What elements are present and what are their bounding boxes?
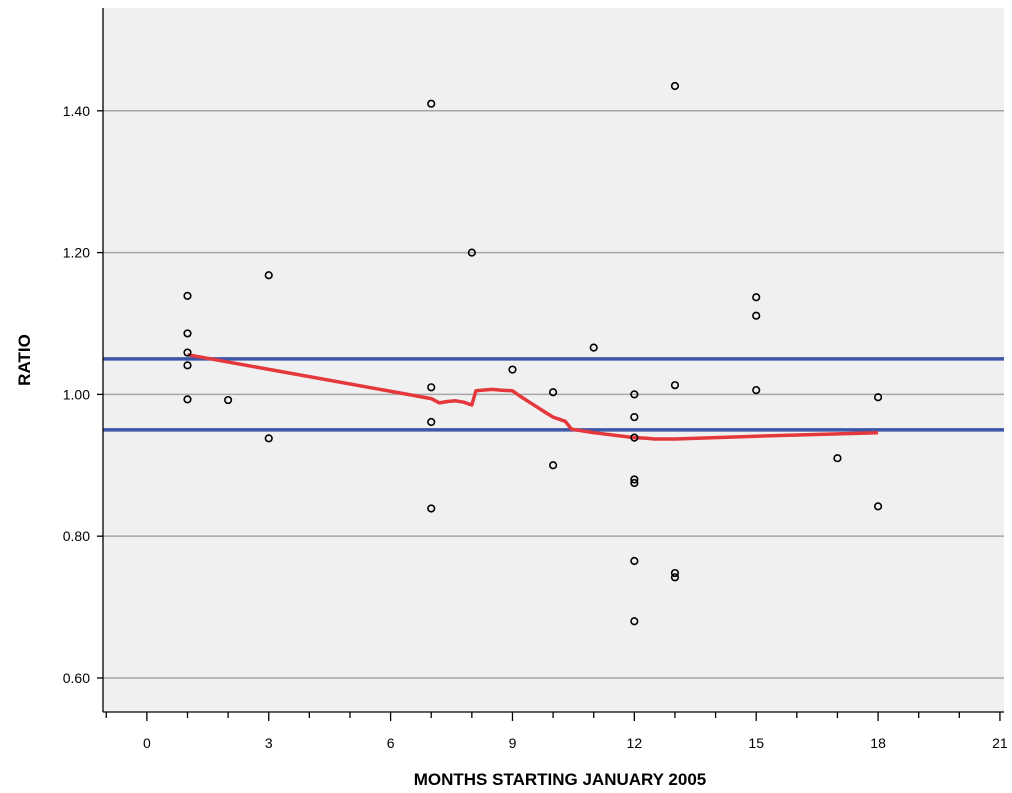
data-point	[873, 502, 883, 511]
x-tick-label: 18	[870, 735, 886, 751]
data-point	[630, 390, 639, 399]
data-point	[630, 475, 639, 484]
x-axis-title: MONTHS STARTING JANUARY 2005	[414, 770, 707, 789]
data-point	[630, 433, 639, 442]
data-point	[427, 99, 436, 108]
data-point	[183, 361, 192, 370]
data-point	[630, 478, 639, 488]
x-tick-label: 15	[748, 735, 764, 751]
data-point	[752, 386, 761, 395]
x-tick-label: 9	[509, 735, 517, 751]
x-tick-label: 12	[627, 735, 643, 751]
data-point	[427, 383, 436, 392]
data-point	[589, 343, 598, 352]
data-point	[752, 293, 761, 302]
reference-lines	[103, 357, 1004, 432]
data-point	[548, 461, 558, 470]
data-point	[224, 395, 233, 405]
data-point	[264, 434, 273, 443]
x-tick-label: 21	[992, 735, 1008, 751]
data-point	[670, 568, 680, 578]
data-point	[630, 556, 639, 566]
y-tick-label: 1.20	[63, 245, 90, 261]
data-point	[183, 395, 192, 404]
x-axis-ticks: 0 3 6 9 12 15 18 21	[105, 712, 1008, 751]
x-tick-label: 6	[387, 735, 395, 751]
x-tick-label: 0	[143, 735, 151, 751]
data-point	[833, 454, 842, 463]
data-point	[630, 412, 639, 422]
data-point	[427, 504, 436, 513]
y-tick-label: 0.60	[63, 670, 90, 686]
y-tick-label: 0.80	[63, 528, 90, 544]
y-tick-label: 1.40	[63, 103, 90, 119]
data-points	[183, 81, 883, 626]
data-point	[183, 348, 192, 357]
y-axis-ticks: 0.60 0.80 1.00 1.20 1.40	[63, 103, 103, 686]
data-point	[467, 248, 476, 257]
y-axis-title: RATIO	[15, 334, 34, 386]
data-point	[630, 617, 639, 626]
data-point	[670, 573, 680, 582]
data-point	[183, 329, 192, 338]
data-point	[264, 271, 273, 280]
data-point	[670, 381, 680, 390]
fit-line	[187, 352, 879, 441]
data-point	[183, 291, 192, 300]
data-point	[548, 388, 558, 397]
fit-line-group	[187, 352, 879, 441]
data-point	[752, 311, 761, 320]
horizontal-gridlines	[103, 110, 1004, 679]
data-point	[427, 417, 436, 427]
x-tick-label: 3	[265, 735, 273, 751]
data-point	[670, 81, 680, 91]
y-tick-label: 1.00	[63, 386, 90, 402]
data-point	[873, 393, 883, 402]
data-point	[508, 365, 517, 374]
